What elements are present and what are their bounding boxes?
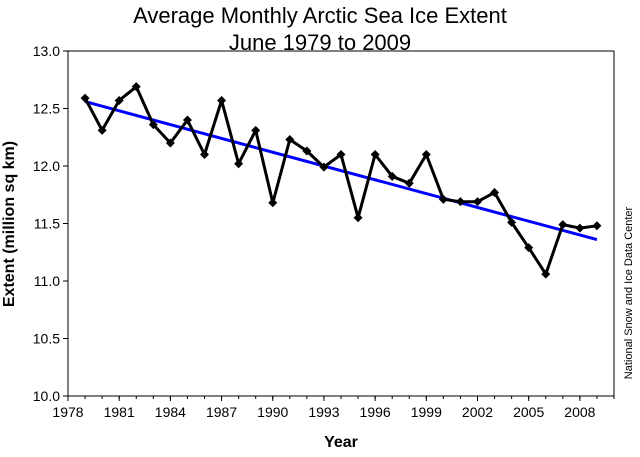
data-point	[268, 198, 278, 208]
data-point	[490, 187, 500, 197]
data-point	[592, 221, 602, 231]
data-point	[473, 197, 482, 207]
data-point	[251, 125, 261, 135]
data-point	[217, 95, 227, 105]
y-tick-label: 11.0	[34, 273, 60, 289]
series-line	[83, 85, 598, 276]
y-axis: 10.0 10.5 11.0 11.5 12.0 12.5 13.0	[33, 43, 68, 404]
y-axis-label: Extent (million sq km)	[1, 141, 18, 307]
data-point	[114, 95, 124, 105]
data-point	[507, 217, 517, 227]
data-point	[455, 197, 465, 207]
data-point	[182, 115, 192, 125]
y-tick-label: 13.0	[33, 43, 60, 59]
data-point	[558, 220, 568, 230]
data-point	[541, 269, 551, 279]
data-point	[421, 150, 431, 159]
data-point	[438, 194, 448, 204]
x-tick-label: 2002	[462, 404, 493, 420]
x-tick-label: 1996	[360, 404, 391, 420]
x-tick-label: 1993	[308, 404, 339, 420]
x-tick-label: 1984	[155, 404, 186, 420]
x-tick-label: 1978	[52, 404, 83, 420]
data-point	[404, 178, 414, 188]
x-tick-label: 2005	[513, 404, 544, 420]
data-point	[319, 162, 329, 172]
y-tick-label: 12.5	[33, 101, 60, 117]
trendline-group	[84, 100, 598, 242]
data-point	[80, 93, 90, 103]
data-point	[97, 125, 107, 135]
data-point	[234, 159, 244, 169]
data-point	[131, 82, 141, 92]
data-point	[387, 171, 397, 181]
x-tick-label: 2008	[564, 404, 595, 420]
y-tick-label: 12.0	[33, 158, 60, 174]
x-axis-label: Year	[324, 434, 358, 451]
data-point	[353, 213, 363, 223]
series-group	[80, 82, 602, 279]
x-tick-label: 1981	[104, 404, 135, 420]
data-point	[200, 150, 209, 159]
chart-title: Average Monthly Arctic Sea Ice Extent	[133, 3, 507, 28]
data-point	[524, 243, 534, 253]
source-credit: National Snow and Ice Data Center	[623, 206, 635, 379]
data-point	[336, 150, 346, 159]
y-tick-label: 10.0	[33, 388, 60, 404]
data-point	[302, 146, 312, 156]
y-tick-label: 11.5	[34, 216, 60, 232]
data-point	[285, 135, 295, 145]
data-point	[148, 120, 158, 130]
x-tick-label: 1990	[257, 404, 288, 420]
data-point	[575, 223, 585, 233]
data-point	[165, 138, 175, 148]
x-tick-label: 1999	[411, 404, 442, 420]
x-tick-label: 1987	[206, 404, 237, 420]
trend-line	[84, 100, 598, 242]
x-axis: 1978 1981 1984 1987 1990 1993 1996 1999 2002 2005…	[52, 396, 615, 420]
data-point	[370, 150, 380, 159]
y-tick-label: 10.5	[33, 331, 60, 347]
